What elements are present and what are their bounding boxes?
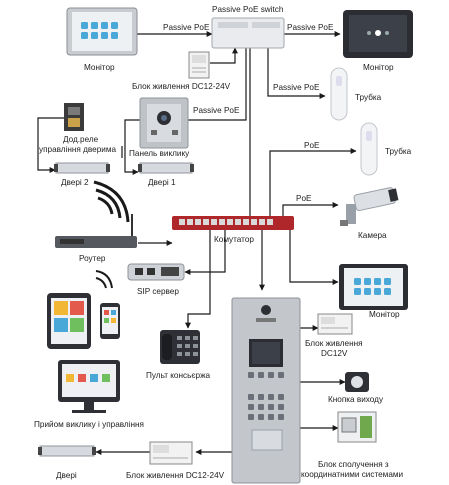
psu-top [188, 51, 210, 79]
router-label: Роутер [79, 254, 106, 263]
handset-2 [360, 122, 378, 176]
passive-poe-switch [211, 17, 285, 49]
passive-poe-label-left: Passive PoE [163, 23, 210, 32]
door-2-label: Двері 2 [61, 178, 89, 187]
sip-server [127, 263, 185, 281]
psu-bottom-label: Блок живлення DC12-24V [126, 471, 225, 480]
sip-server-label: SIP сервер [137, 287, 179, 296]
exit-button [345, 372, 369, 392]
handset-1 [330, 67, 348, 121]
psu-right-label-2: DC12V [321, 349, 348, 358]
tablet [47, 293, 91, 349]
door-bottom-label: Двері [56, 471, 77, 480]
psu-top-label: Блок живлення DC12-24V [132, 82, 231, 91]
call-panel [139, 97, 189, 149]
poe-camera-label: PoE [296, 194, 312, 203]
monitor-right [339, 264, 408, 310]
call-panel-label: Панель виклику [129, 149, 190, 158]
passive-poe-label-mid: Passive PoE [193, 106, 240, 115]
handset-2-label: Трубка [385, 147, 412, 156]
door-1-label: Двері 1 [148, 178, 176, 187]
poe-handset-label: PoE [304, 141, 320, 150]
exit-button-label: Кнопка виходу [328, 395, 384, 404]
wires [37, 31, 357, 455]
relay-label: Дод.реле [63, 135, 99, 144]
monitor-top-right-label: Монітор [363, 63, 394, 72]
camera [340, 187, 399, 226]
switch-main-label: Комутатор [214, 235, 254, 244]
coordinate-interface-unit [337, 411, 377, 443]
monitor-top-left-label: Монітор [84, 63, 115, 72]
psu-right [317, 313, 353, 335]
door-panel [231, 297, 301, 484]
relay [64, 103, 84, 131]
concierge-console [160, 330, 200, 364]
door-lock-2 [54, 162, 110, 174]
door-lock-1 [138, 162, 194, 174]
pc-monitor [58, 360, 120, 413]
coord-unit-label-2: координатними системами [301, 470, 403, 479]
wifi-icon [93, 180, 130, 223]
receive-control-label: Прийом виклику і управління [34, 420, 144, 429]
passive-poe-switch-label: Passive PoE switch [212, 5, 284, 14]
poe-switch-main [172, 216, 294, 230]
psu-bottom [149, 441, 193, 465]
router [55, 214, 137, 248]
passive-poe-label-tube: Passive PoE [273, 83, 320, 92]
passive-poe-label-right: Passive PoE [287, 23, 334, 32]
monitor-top-right [343, 10, 413, 58]
camera-label: Камера [358, 231, 387, 240]
wifi-icon-small [95, 270, 113, 289]
monitor-top-left [66, 7, 138, 56]
monitor-right-label: Монітор [369, 310, 400, 319]
coord-unit-label: Блок сполучення з [318, 460, 389, 469]
handset-1-label: Трубка [355, 93, 382, 102]
door-lock-bottom [38, 445, 96, 457]
relay-label-2: управління дверима [39, 145, 116, 154]
psu-right-label: Блок живлення [305, 339, 363, 348]
concierge-label: Пульт консьєржа [146, 371, 211, 380]
phone [100, 303, 120, 339]
